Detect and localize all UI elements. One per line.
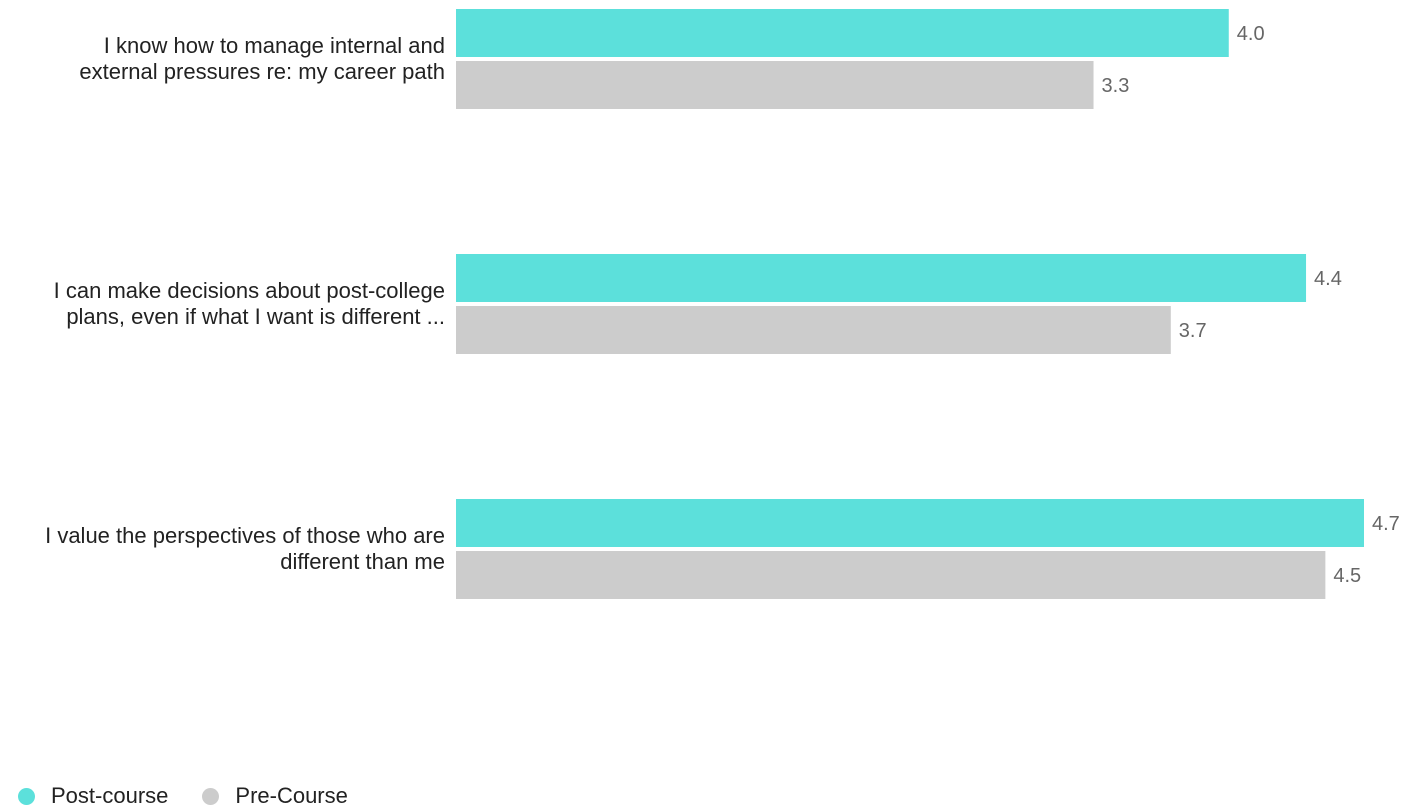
bar-chart: I know how to manage internal and externa…: [45, 9, 1400, 599]
bar-pre-course[interactable]: [456, 306, 1171, 354]
bar-post-course[interactable]: [456, 9, 1229, 57]
category-label: I know how to manage internal and externa…: [79, 33, 445, 84]
category-label: I can make decisions about post-college p…: [54, 278, 445, 329]
data-label: 3.3: [1102, 75, 1130, 97]
bar-post-course[interactable]: [456, 499, 1364, 547]
bar-pre-course[interactable]: [456, 61, 1094, 109]
legend-swatch-pre-course: [202, 787, 220, 805]
bar-post-course[interactable]: [456, 254, 1307, 302]
data-label: 4.0: [1237, 23, 1265, 45]
bar-pre-course[interactable]: [456, 551, 1326, 599]
legend: Post-course Pre-Course: [18, 783, 382, 809]
legend-swatch-post-course: [18, 787, 35, 805]
legend-label-post-course: Post-course: [51, 783, 169, 808]
legend-item-pre-course[interactable]: Pre-Course: [202, 783, 348, 809]
category-label: I value the perspectives of those who ar…: [45, 523, 445, 574]
legend-label-pre-course: Pre-Course: [235, 783, 348, 808]
data-label: 4.7: [1372, 513, 1400, 535]
legend-item-post-course[interactable]: Post-course: [18, 783, 168, 809]
data-label: 4.4: [1314, 268, 1342, 290]
data-label: 4.5: [1333, 565, 1361, 587]
data-label: 3.7: [1179, 320, 1207, 342]
